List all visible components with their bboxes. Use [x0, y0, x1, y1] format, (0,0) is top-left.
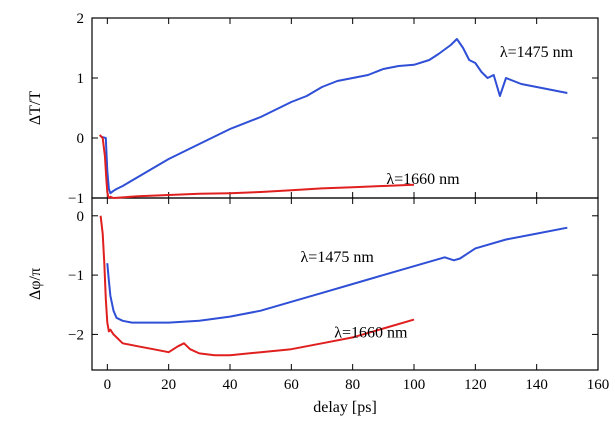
top-series-1-line: [98, 134, 415, 199]
bottom-series-0-line: [106, 226, 568, 324]
top-y-axis-label: ΔT/T: [27, 91, 44, 126]
x-tick-label-0: 0: [104, 377, 112, 393]
x-tick-label-7: 140: [525, 377, 548, 393]
bottom-annotation-0: λ=1475 nm: [301, 249, 375, 266]
x-tick-label-6: 120: [464, 377, 487, 393]
x-tick-label-3: 60: [284, 377, 299, 393]
bottom-y-tick-label-2: 0: [77, 209, 85, 225]
top-y-tick-label-2: 1: [77, 71, 85, 87]
top-series-0-line: [100, 38, 568, 195]
x-tick-label-2: 40: [223, 377, 238, 393]
top-y-tick-label-1: 0: [77, 131, 85, 147]
top-annotation-1: λ=1660 nm: [386, 171, 460, 188]
bottom-annotation-1: λ=1660 nm: [334, 324, 408, 341]
bottom-y-tick-label-1: −1: [68, 268, 84, 284]
top-y-tick-label-3: 2: [77, 11, 85, 27]
bottom-y-axis-label: Δφ/π: [27, 268, 44, 300]
x-tick-label-5: 100: [403, 377, 426, 393]
top-annotation-0: λ=1475 nm: [500, 44, 574, 61]
x-axis-label: delay [ps]: [313, 399, 377, 416]
bottom-y-tick-label-0: −2: [68, 327, 84, 343]
x-tick-label-1: 20: [161, 377, 176, 393]
x-tick-label-8: 160: [587, 377, 610, 393]
top-y-tick-label-0: −1: [68, 191, 84, 207]
bottom-series-1-line: [99, 215, 415, 357]
bottom-panel-frame: [91, 197, 599, 371]
x-tick-label-4: 80: [345, 377, 360, 393]
